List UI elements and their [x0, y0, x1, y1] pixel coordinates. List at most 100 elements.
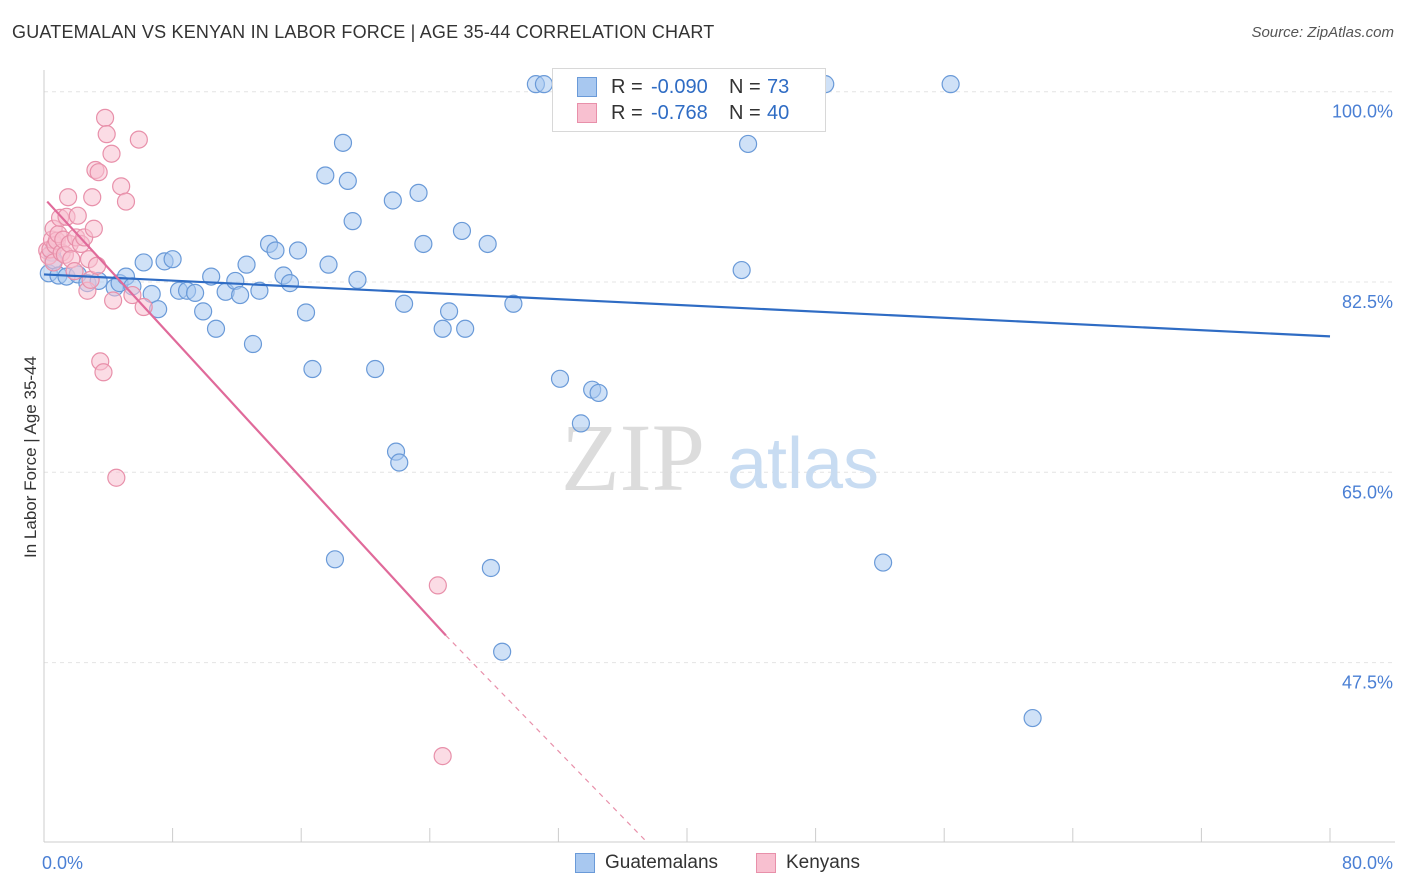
kenyan-point: [95, 108, 115, 127]
guatemalan-point: [366, 359, 385, 379]
guatemalan-point: [194, 302, 213, 321]
guatemalan-point: [504, 294, 523, 313]
guatemalan-point: [343, 212, 362, 231]
grid-lines: [44, 91, 1395, 664]
guatemalan-point: [481, 558, 500, 578]
guatemalan-point: [142, 284, 161, 304]
guatemalan-point: [296, 303, 316, 322]
kenyan-trend-line: [46, 200, 447, 637]
guatemalan-point: [338, 171, 357, 191]
legend-row-kenyans: R = -0.768 N = 40: [577, 100, 789, 126]
legend-swatch-kenyans: [756, 853, 776, 873]
legend-r-value: -0.768: [651, 101, 708, 124]
guatemalan-point: [202, 267, 221, 286]
legend-item-kenyans[interactable]: Kenyans: [756, 852, 860, 874]
guatemalan-point: [390, 453, 409, 472]
guatemalan-point: [316, 166, 335, 185]
legend-label-guatemalans: Guatemalans: [605, 852, 719, 873]
y-tick-label: 82.5%: [1342, 292, 1393, 312]
kenyan-point: [116, 192, 136, 211]
legend-r-label: R =: [611, 75, 643, 98]
guatemalan-point: [941, 75, 960, 94]
guatemalan-point: [383, 191, 402, 210]
legend-n-value: 73: [767, 75, 790, 98]
correlation-legend: R = -0.090 N = 73 R = -0.768 N = 40: [552, 68, 826, 132]
legend-label-kenyans: Kenyans: [786, 852, 860, 873]
guatemalan-point: [319, 255, 338, 274]
watermark-atlas: atlas: [727, 424, 879, 504]
kenyan-point: [433, 747, 452, 766]
x-tick-label-max: 80.0%: [1342, 853, 1393, 873]
guatemalan-point: [163, 250, 182, 269]
y-axis-label: In Labor Force | Age 35-44: [21, 356, 40, 558]
guatemalan-point: [186, 283, 205, 303]
chart-title: GUATEMALAN VS KENYAN IN LABOR FORCE | AG…: [12, 22, 715, 42]
guatemalan-point: [414, 234, 433, 254]
guatemalan-point: [493, 642, 512, 661]
guatemalan-point: [394, 294, 414, 313]
guatemalan-trend-line: [43, 273, 1331, 338]
kenyan-point: [84, 219, 103, 238]
guatemalan-point: [266, 241, 285, 260]
kenyan-point: [102, 144, 121, 163]
guatemalan-point: [243, 334, 263, 354]
kenyan-point: [87, 256, 107, 275]
kenyan-point: [129, 130, 148, 149]
y-tick-label: 100.0%: [1332, 102, 1393, 122]
guatemalan-point: [874, 553, 893, 572]
kenyan-trend-extension: [445, 634, 648, 843]
trend-lines: [43, 200, 1331, 843]
guatemalan-point: [409, 183, 428, 202]
legend-row-guatemalans: R = -0.090 N = 73: [577, 74, 789, 100]
guatemalan-point: [478, 234, 497, 254]
guatemalan-point: [206, 319, 226, 338]
tick-labels: 47.5% 65.0% 82.5% 100.0% 0.0% 80.0%: [42, 102, 1393, 873]
guatemalan-point: [348, 270, 367, 289]
guatemalan-point: [231, 285, 250, 305]
kenyan-point: [59, 188, 78, 207]
guatemalan-point: [325, 550, 345, 569]
guatemalan-point: [738, 134, 758, 154]
legend-swatch-guatemalans: [577, 77, 597, 97]
kenyan-point: [112, 177, 131, 196]
kenyan-point: [89, 163, 108, 182]
series-guatemalans-points: [39, 75, 1042, 728]
kenyan-point: [428, 576, 447, 595]
series-legend: Guatemalans Kenyans: [0, 852, 1406, 878]
guatemalan-point: [288, 241, 308, 260]
kenyan-point: [68, 206, 87, 225]
guatemalan-point: [550, 369, 570, 388]
guatemalan-point: [1023, 708, 1042, 728]
x-tick-label-min: 0.0%: [42, 853, 83, 873]
legend-n-label: N =: [729, 101, 761, 124]
guatemalan-point: [534, 75, 554, 94]
y-tick-label: 47.5%: [1342, 673, 1393, 693]
kenyan-point: [104, 291, 123, 310]
guatemalan-point: [433, 319, 452, 338]
guatemalan-point: [134, 253, 153, 272]
watermark: ZIP atlas: [561, 404, 879, 511]
guatemalan-point: [732, 260, 751, 280]
legend-item-guatemalans[interactable]: Guatemalans: [575, 852, 718, 874]
guatemalan-point: [303, 359, 322, 379]
guatemalan-point: [456, 319, 475, 338]
series-kenyans-points: [38, 108, 452, 766]
axes: [43, 70, 1395, 843]
guatemalan-point: [439, 302, 459, 321]
kenyan-point: [107, 468, 126, 487]
legend-swatch-guatemalans: [575, 853, 595, 873]
kenyan-point: [83, 188, 102, 207]
legend-swatch-kenyans: [577, 103, 597, 123]
guatemalan-point: [250, 281, 269, 300]
guatemalan-point: [333, 133, 353, 152]
source-credit[interactable]: Source: ZipAtlas.com: [1251, 24, 1394, 41]
guatemalan-point: [280, 274, 300, 293]
legend-n-label: N =: [729, 75, 761, 98]
kenyan-point: [94, 363, 113, 382]
legend-r-label: R =: [611, 101, 643, 124]
legend-n-value: 40: [767, 101, 790, 124]
guatemalan-point: [452, 221, 472, 241]
guatemalan-point: [571, 414, 591, 433]
guatemalan-point: [237, 255, 256, 274]
